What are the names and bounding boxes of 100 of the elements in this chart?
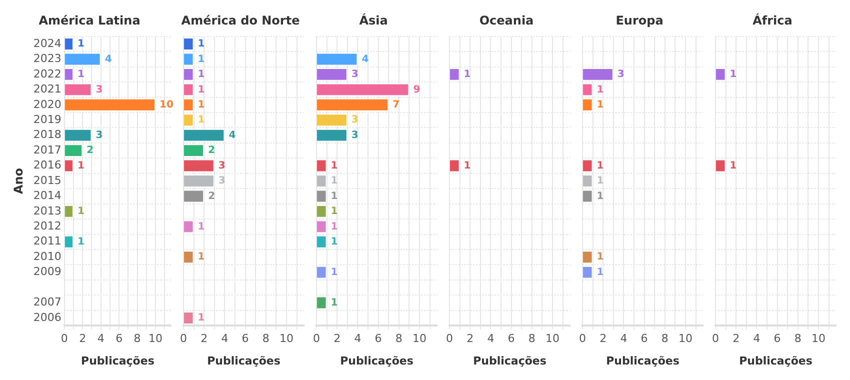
- y-tick-label: 2007: [33, 296, 62, 309]
- data-label: 2: [208, 190, 216, 202]
- x-tick-label: 4: [97, 332, 104, 346]
- y-tick-label: 2022: [33, 67, 62, 80]
- data-label: 3: [96, 130, 103, 141]
- data-label: 2: [86, 145, 94, 156]
- data-label: 1: [198, 114, 205, 126]
- x-tick-label: 6: [640, 332, 648, 346]
- chart-title: América do Norte: [181, 13, 300, 28]
- data-label: 7: [392, 99, 400, 110]
- data-label: 1: [198, 84, 205, 96]
- data-label: 1: [198, 221, 205, 232]
- data-label: 4: [362, 54, 369, 65]
- chart-title: América Latina: [38, 13, 140, 28]
- y-axis-title: Ano: [11, 168, 26, 194]
- data-label: 3: [218, 160, 226, 172]
- x-tick-label: 6: [774, 332, 781, 346]
- x-tick-label: 8: [134, 332, 141, 346]
- data-label: 1: [198, 252, 205, 263]
- y-tick-label: 2024: [33, 36, 62, 50]
- x-tick-label: 8: [262, 332, 270, 346]
- x-tick-label: 2: [79, 332, 86, 346]
- chart-title: África: [752, 12, 792, 28]
- x-tick-label: 0: [446, 332, 453, 346]
- data-label: 10: [160, 99, 174, 110]
- x-tick-label: 8: [395, 332, 402, 346]
- data-label: 1: [464, 69, 471, 80]
- x-tick-label: 0: [60, 332, 68, 346]
- x-tick-label: 2: [200, 332, 208, 346]
- x-tick-label: 0: [712, 332, 719, 346]
- y-tick-label: 2014: [33, 189, 62, 202]
- x-tick-label: 6: [508, 332, 515, 346]
- data-label: 1: [330, 160, 338, 172]
- data-label: 1: [730, 69, 737, 80]
- x-tick-label: 2: [600, 332, 607, 346]
- x-tick-label: 2: [466, 332, 474, 346]
- y-tick-label: 2019: [33, 112, 62, 126]
- x-tick-label: 8: [794, 332, 802, 346]
- data-label: 3: [351, 69, 358, 80]
- y-tick-label: 2013: [33, 204, 62, 218]
- x-tick-label: 8: [661, 332, 668, 346]
- x-tick-label: 0: [180, 332, 187, 346]
- data-label: 1: [198, 38, 205, 50]
- y-tick-label: 2015: [33, 174, 62, 187]
- data-label: 1: [330, 176, 338, 187]
- y-tick-label: 2018: [33, 128, 62, 142]
- y-tick-label: 2021: [33, 82, 62, 96]
- x-axis-title: Publicações: [739, 354, 813, 368]
- x-tick-label: 6: [242, 332, 249, 346]
- x-tick-label: 10: [279, 332, 294, 346]
- data-label: 1: [198, 312, 205, 324]
- x-tick-label: 10: [545, 332, 560, 346]
- data-label: 1: [78, 236, 85, 248]
- data-label: 1: [198, 99, 205, 110]
- chart-title: Oceania: [479, 13, 534, 28]
- x-tick-label: 10: [678, 332, 692, 346]
- data-label: 1: [596, 190, 604, 202]
- data-label: 3: [96, 84, 103, 96]
- y-tick-label: 2011: [33, 234, 62, 248]
- x-axis-title: Publicações: [606, 354, 680, 368]
- x-tick-label: 8: [528, 332, 536, 346]
- data-label: 1: [596, 84, 604, 96]
- y-tick-label: 2023: [33, 52, 62, 66]
- chart-title: Europa: [616, 13, 664, 28]
- data-label: 1: [330, 221, 338, 232]
- x-tick-label: 6: [116, 332, 123, 346]
- data-label: 1: [330, 206, 338, 218]
- data-label: 1: [464, 160, 471, 172]
- y-tick-label: 2016: [33, 158, 62, 172]
- data-label: 1: [596, 99, 604, 110]
- data-label: 1: [596, 252, 604, 263]
- data-label: 3: [218, 176, 226, 187]
- x-tick-label: 4: [354, 332, 362, 346]
- data-label: 3: [617, 69, 624, 80]
- y-tick-label: 2009: [33, 265, 62, 278]
- x-tick-label: 4: [221, 332, 228, 346]
- data-label: 1: [330, 190, 338, 202]
- x-tick-label: 2: [732, 332, 740, 346]
- data-label: 1: [198, 54, 205, 65]
- x-tick-label: 0: [579, 332, 586, 346]
- data-label: 1: [78, 206, 85, 218]
- y-tick-label: 2010: [33, 250, 62, 263]
- data-label: 1: [730, 160, 737, 172]
- data-label: 1: [596, 160, 604, 172]
- x-tick-label: 10: [811, 332, 826, 346]
- data-label: 1: [330, 236, 338, 248]
- x-tick-label: 4: [620, 332, 628, 346]
- x-tick-label: 10: [412, 332, 426, 346]
- y-tick-label: 2006: [33, 310, 62, 324]
- data-label: 1: [78, 38, 85, 50]
- x-axis-title: Publicações: [81, 354, 155, 368]
- y-tick-label: 2017: [33, 143, 62, 156]
- data-label: 1: [596, 176, 604, 187]
- data-label: 2: [208, 145, 216, 156]
- x-axis-title: Publicações: [340, 354, 414, 368]
- x-tick-label: 10: [148, 332, 163, 346]
- data-label: 9: [413, 84, 420, 96]
- data-label: 1: [330, 266, 338, 278]
- y-tick-label: 2012: [33, 220, 62, 233]
- data-label: 3: [351, 114, 358, 126]
